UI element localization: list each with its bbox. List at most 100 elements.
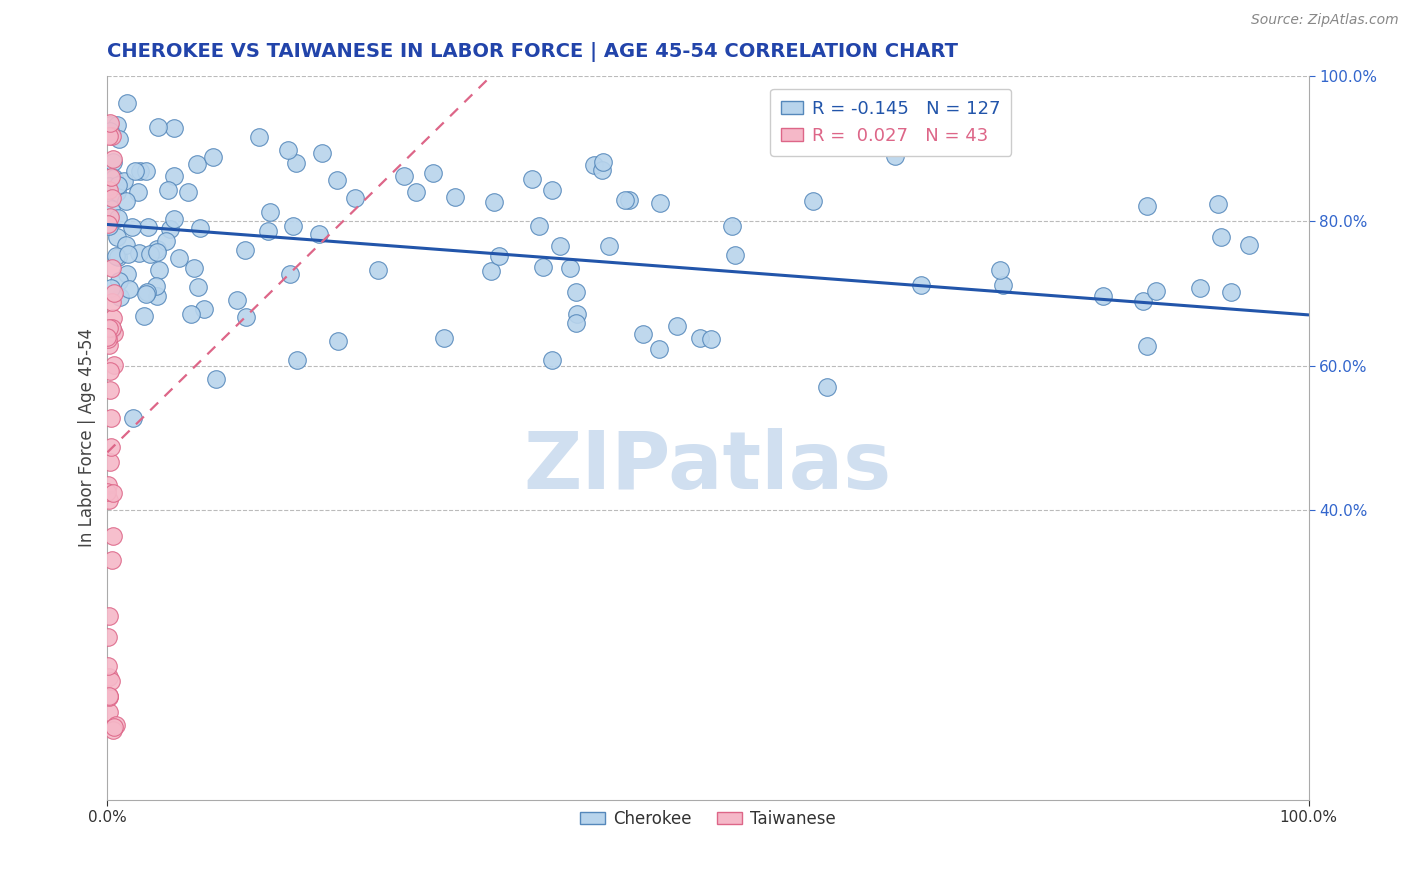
Point [105, 230, 128, 244]
Point [105, 186, 128, 200]
Point [724, 248, 747, 262]
Point [187, 280, 209, 294]
Point [177, 186, 200, 200]
Point [103, 358, 125, 372]
Point [124, 164, 146, 178]
Point [226, 293, 249, 308]
Point [326, 173, 349, 187]
Point [405, 185, 427, 199]
Point [103, 286, 125, 301]
Point [98, 690, 121, 704]
Text: Source: ZipAtlas.com: Source: ZipAtlas.com [1251, 13, 1399, 28]
Point [1211, 230, 1233, 244]
Point [1206, 197, 1229, 211]
Point [98, 211, 121, 225]
Point [1239, 238, 1261, 252]
Point [548, 239, 571, 253]
Point [103, 152, 125, 166]
Point [163, 211, 186, 226]
Point [186, 157, 208, 171]
Point [100, 440, 122, 454]
Point [97, 608, 120, 623]
Point [101, 154, 124, 169]
Point [115, 267, 138, 281]
Point [96, 330, 118, 344]
Point [700, 332, 723, 346]
Point [988, 262, 1011, 277]
Point [257, 224, 280, 238]
Point [115, 95, 138, 110]
Point [815, 380, 838, 394]
Point [613, 194, 636, 208]
Point [598, 239, 620, 253]
Point [101, 295, 124, 310]
Point [100, 202, 122, 217]
Point [108, 132, 131, 146]
Point [135, 287, 157, 301]
Point [98, 384, 121, 398]
Point [136, 220, 159, 235]
Point [163, 120, 186, 135]
Point [1144, 285, 1167, 299]
Point [582, 158, 605, 172]
Point [1189, 281, 1212, 295]
Point [344, 192, 367, 206]
Point [801, 194, 824, 208]
Point [155, 234, 177, 248]
Point [648, 343, 671, 357]
Point [631, 327, 654, 342]
Point [666, 318, 689, 333]
Point [97, 219, 120, 233]
Point [98, 128, 121, 143]
Point [121, 411, 143, 425]
Text: ZIPatlas: ZIPatlas [524, 428, 891, 506]
Legend: Cherokee, Taiwanese: Cherokee, Taiwanese [574, 804, 842, 835]
Point [259, 204, 281, 219]
Point [1132, 293, 1154, 308]
Point [444, 190, 467, 204]
Point [146, 120, 169, 134]
Point [183, 261, 205, 276]
Point [522, 172, 544, 186]
Point [482, 195, 505, 210]
Point [121, 219, 143, 234]
Point [1136, 199, 1159, 213]
Point [233, 243, 256, 257]
Point [139, 246, 162, 260]
Point [112, 174, 135, 188]
Point [104, 249, 127, 263]
Point [101, 191, 124, 205]
Point [531, 260, 554, 275]
Point [145, 244, 167, 259]
Point [591, 163, 613, 178]
Point [565, 316, 588, 330]
Point [98, 338, 121, 352]
Point [278, 267, 301, 281]
Point [107, 250, 129, 264]
Point [115, 194, 138, 209]
Point [100, 410, 122, 425]
Point [540, 183, 562, 197]
Point [101, 129, 124, 144]
Point [101, 321, 124, 335]
Point [136, 285, 159, 299]
Point [107, 211, 129, 225]
Point [190, 221, 212, 235]
Point [157, 183, 180, 197]
Point [283, 219, 305, 233]
Text: CHEROKEE VS TAIWANESE IN LABOR FORCE | AGE 45-54 CORRELATION CHART: CHEROKEE VS TAIWANESE IN LABOR FORCE | A… [107, 42, 959, 62]
Point [163, 169, 186, 184]
Point [97, 218, 120, 232]
Point [910, 278, 932, 293]
Point [103, 326, 125, 340]
Point [617, 193, 640, 207]
Point [101, 261, 124, 276]
Point [201, 149, 224, 163]
Point [97, 493, 120, 508]
Point [96, 478, 118, 492]
Point [648, 196, 671, 211]
Point [127, 186, 149, 200]
Point [145, 242, 167, 256]
Point [97, 658, 120, 673]
Point [689, 331, 711, 345]
